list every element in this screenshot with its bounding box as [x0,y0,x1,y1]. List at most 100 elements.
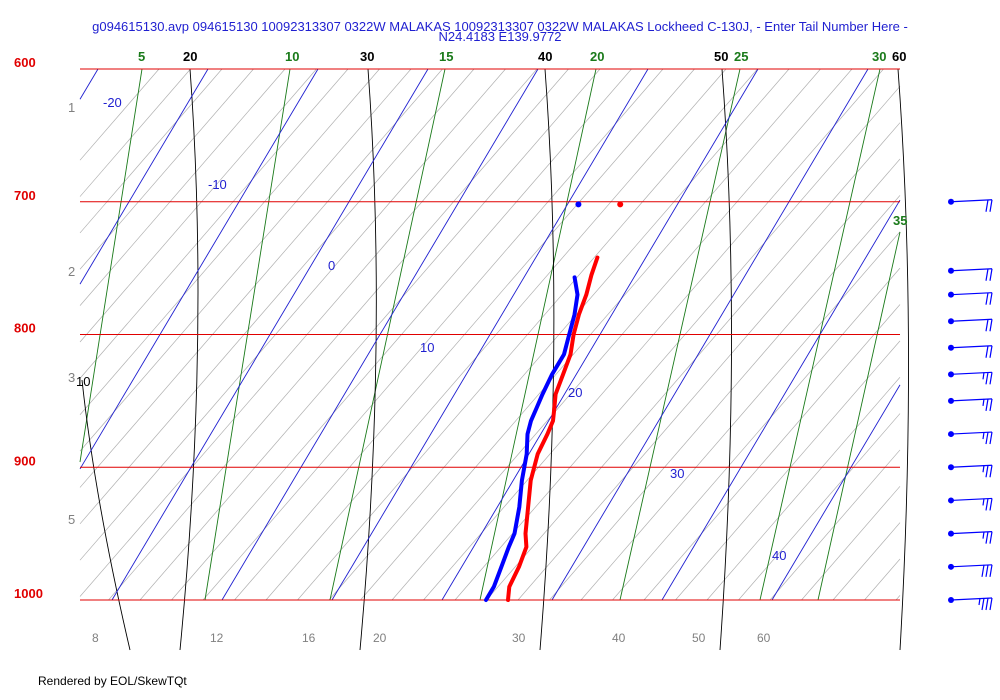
temperature-profile-line [506,255,600,602]
mixing-ratio-line [738,413,901,601]
wind-barb [948,198,993,212]
wind-barb [948,371,993,385]
wind-barb [948,291,993,305]
mixing-ratio-label: 12 [210,631,224,645]
isotherm-line [79,68,209,285]
dry-adiabat-label: 10 [76,374,90,389]
moist-adiabat-label: 30 [872,49,886,64]
isobar-label: 700 [14,188,36,203]
moist-adiabat-label: 10 [285,49,299,64]
isotherm-label: 40 [772,548,786,563]
mixing-ratio-line [706,376,901,601]
wind-barb [948,563,993,577]
mixing-ratio-line [454,86,901,601]
wind-barb [948,344,993,358]
wind-barb [948,597,993,611]
isobar-label: 900 [14,453,36,468]
mixing-ratio-label: 8 [92,631,99,645]
dry-adiabat-label: 20 [183,49,197,64]
mixing-ratio-line [79,68,160,161]
moist-adiabat-line [817,231,901,601]
mixing-ratio-line [643,304,901,601]
mixing-ratio-label: 50 [692,631,706,645]
height-label: 2 [68,264,75,279]
dewpoint-profile-line [484,275,580,602]
mixing-ratio-line [79,68,286,306]
mixing-ratio-line [895,595,901,601]
moist-adiabat-label: 5 [138,49,145,64]
mixing-ratio-line [864,558,901,601]
mixing-ratio-label: 30 [512,631,526,645]
isotherm-label: 10 [420,340,434,355]
wind-barb [948,464,993,478]
dry-adiabat-label: 50 [714,49,728,64]
mixing-ratio-line [79,68,317,343]
mixing-ratio-line [801,486,901,601]
mixing-ratio-label: 40 [612,631,626,645]
height-label: 5 [68,512,75,527]
footer-credit: Rendered by EOL/SkewTQt [38,674,187,688]
moist-adiabat-line [79,68,143,463]
chart-subtitle: N24.4183 E139.9772 [439,29,562,44]
dry-adiabat-label: 40 [538,49,552,64]
height-label: 3 [68,370,75,385]
mixing-ratio-line [79,68,223,234]
chart-title: g094615130.avp 094615130 10092313307 032… [92,19,908,34]
isobar-label: 1000 [14,586,43,601]
wind-barb [948,530,993,544]
isotherm-label: 20 [568,385,582,400]
mixing-ratio-label: 60 [757,631,771,645]
moist-adiabat-label: 20 [590,49,604,64]
mixing-ratio-label: 16 [302,631,316,645]
dry-adiabat-line [359,68,377,651]
wind-barb [948,318,993,332]
dry-adiabat-line [539,68,555,651]
height-label: 1 [68,100,75,115]
isotherm-line [79,68,319,470]
mixing-ratio-line [832,522,901,601]
isotherm-line [771,384,901,601]
dry-adiabats [81,68,909,651]
isobar-label: 800 [14,321,36,336]
isobars [80,68,900,601]
isotherm-line [79,68,99,100]
temperature-point [617,201,624,208]
mixing-ratio-line [79,68,380,415]
mixing-ratio-line [549,195,901,601]
dry-adiabat-line [719,68,732,651]
mixing-ratio-line [612,267,901,601]
mixing-ratio-line [79,68,506,561]
isotherm-line [661,199,901,601]
mixing-ratio-line [517,158,901,601]
moist-adiabat-label: 35 [893,213,907,228]
mixing-ratio-line [79,68,191,197]
isotherm-label: -10 [208,177,227,192]
mixing-ratio-line [675,340,901,601]
dry-adiabat-label: 60 [892,49,906,64]
mixing-ratio-line [79,68,349,379]
mixing-ratio-line [79,68,443,488]
dry-adiabat-line [179,68,199,651]
wind-barb [948,497,993,511]
mixing-ratio-line [79,68,538,597]
wind-barb [948,267,993,281]
dry-adiabat-line [81,379,131,651]
moist-adiabat-label: 25 [734,49,748,64]
mixing-ratio-line [580,231,901,601]
dry-adiabat-label: 30 [360,49,374,64]
dry-adiabat-line [897,68,909,651]
mixing-ratio-line [79,68,475,525]
wind-barbs [948,198,993,611]
mixing-ratio-lines [79,68,901,601]
dewpoint-point [575,201,582,208]
mixing-ratio-label: 20 [373,631,387,645]
isotherm-label: 30 [670,466,684,481]
moist-adiabat-label: 15 [439,49,453,64]
wind-barb [948,431,993,445]
wind-barb [948,397,993,411]
isotherm-label: -20 [103,95,122,110]
mixing-ratio-line [79,68,412,452]
isotherm-label: 0 [328,258,335,273]
